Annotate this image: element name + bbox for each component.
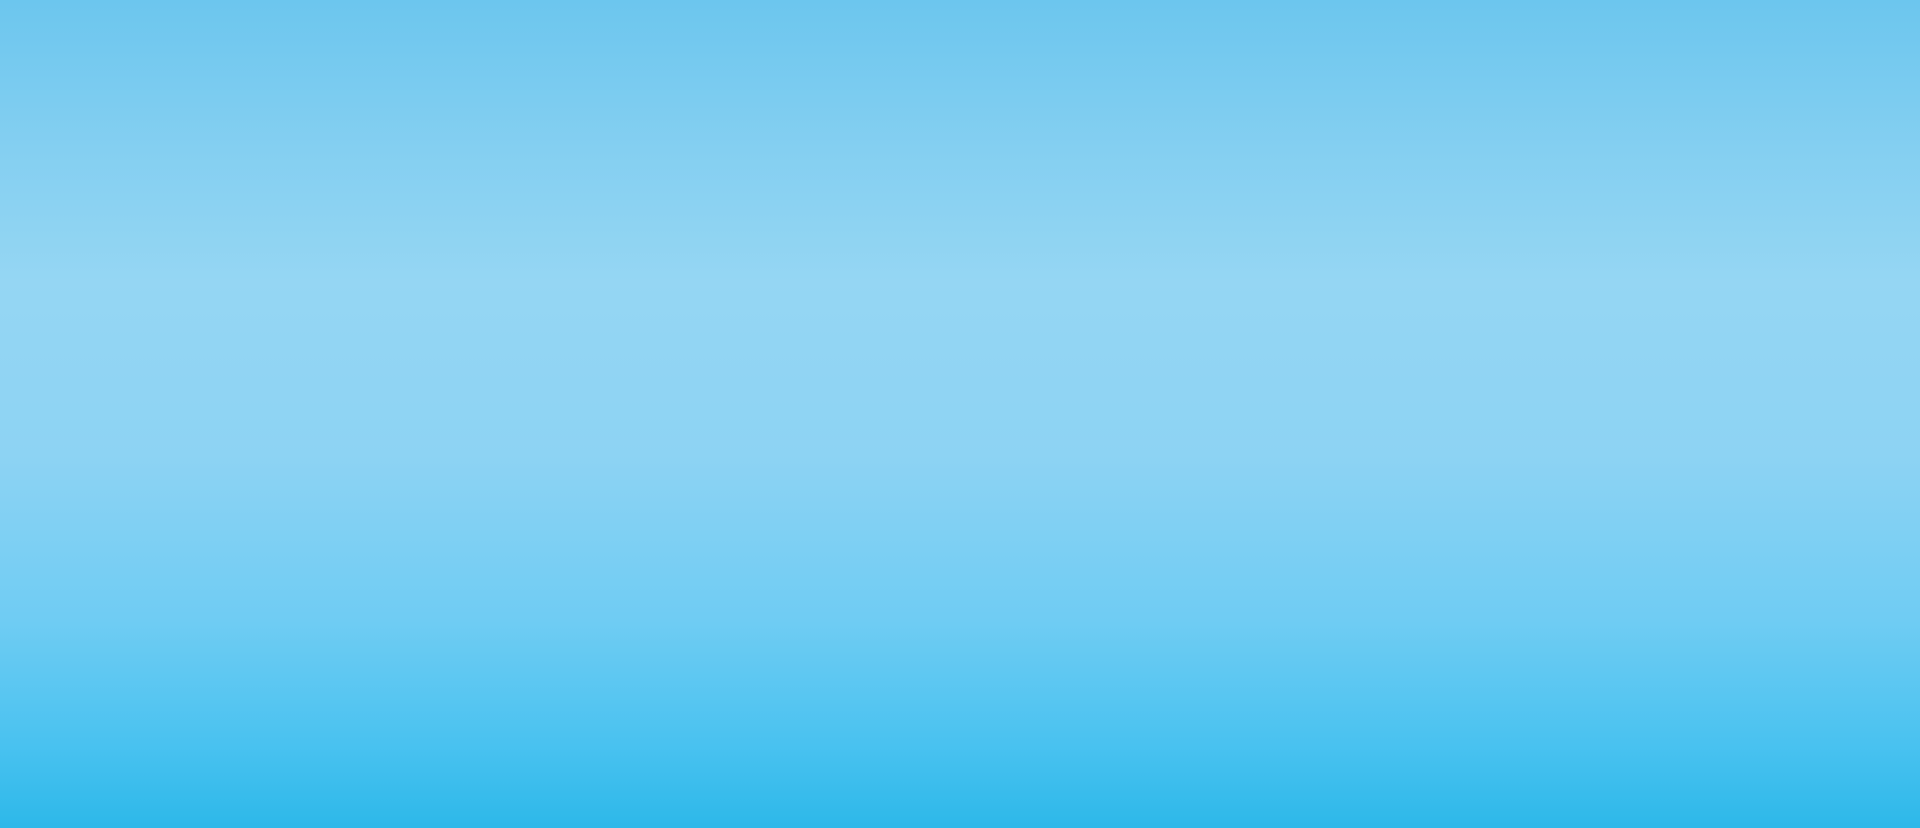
spectra-chart [0,0,1920,828]
hyperspectral-banner [0,0,1920,828]
